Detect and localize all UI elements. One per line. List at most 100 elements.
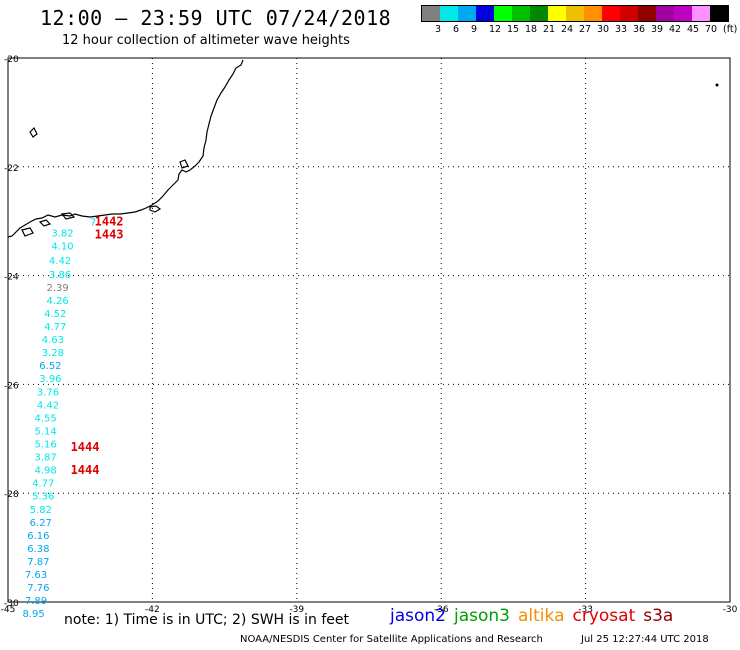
satellite-altika: altika xyxy=(518,606,565,626)
lat-tick-label: -22 xyxy=(4,164,19,174)
brazil-coastline xyxy=(7,59,244,238)
legend-swatch xyxy=(422,6,440,21)
legend-swatch xyxy=(530,6,548,21)
lat-tick-label: -24 xyxy=(4,273,19,283)
lon-tick-label: -45 xyxy=(1,605,16,615)
legend-label: 24 xyxy=(561,24,574,35)
coastline xyxy=(7,59,719,238)
time-label: 1442 xyxy=(95,215,124,229)
legend-label: 15 xyxy=(507,24,520,35)
legend-swatch xyxy=(548,6,566,21)
map-subtitle: 12 hour collection of altimeter wave hei… xyxy=(62,33,350,48)
swh-value: 4.26 xyxy=(47,296,69,307)
swh-value: 6.52 xyxy=(39,361,61,372)
satellite-s3a: s3a xyxy=(643,606,674,626)
swh-value: 7.76 xyxy=(27,583,49,594)
swh-value: 4.55 xyxy=(34,413,56,424)
axis-labels: -45 -42 -39 -36 -33 -30 -20 -22 -24 -26 -28 -30 xyxy=(1,55,738,615)
swh-values: 3.82 4.10 4.42 3.86 2.39 4.26 4.52 4.77 4.63 3.28… xyxy=(22,218,96,621)
swh-value: 4.52 xyxy=(44,309,66,320)
map-title: 12:00 – 23:59 UTC 07/24/2018 xyxy=(40,6,392,30)
satellite-legend: jason2 jason3 altika cryosat s3a xyxy=(390,606,681,626)
lat-tick-label: -28 xyxy=(4,490,19,500)
legend-label: 42 xyxy=(669,24,682,35)
lat-tick-label: -26 xyxy=(4,381,19,391)
legend-labels: 3 6 9 12 15 18 21 24 27 30 33 36 39 42 45 70 (ft) xyxy=(421,22,740,36)
generated-timestamp: Jul 25 12:27:44 UTC 2018 xyxy=(581,634,709,645)
swh-value: 3.86 xyxy=(49,270,71,281)
lon-tick-label: -42 xyxy=(145,605,160,615)
legend-swatch xyxy=(602,6,620,21)
satellite-jason2: jason2 xyxy=(390,606,446,626)
lon-tick-label: -33 xyxy=(578,605,593,615)
credit-text: NOAA/NESDIS Center for Satellite Applica… xyxy=(240,634,543,645)
legend-swatch xyxy=(440,6,458,21)
legend-label: 21 xyxy=(543,24,556,35)
swh-value: 3.28 xyxy=(42,348,64,359)
time-label: 1444 xyxy=(71,440,100,454)
swh-value: 2.39 xyxy=(47,283,69,294)
swh-value: 5.82 xyxy=(30,505,52,516)
legend-label: 27 xyxy=(579,24,592,35)
lon-tick-label: -39 xyxy=(289,605,304,615)
legend-swatch xyxy=(674,6,692,21)
satellite-cryosat: cryosat xyxy=(572,606,636,626)
swh-value: 4.77 xyxy=(32,479,54,490)
lon-tick-label: -36 xyxy=(434,605,449,615)
swh-value: 6.27 xyxy=(30,518,52,529)
swh-value: 3.96 xyxy=(39,374,61,385)
coast-islands xyxy=(21,126,189,237)
legend-swatch xyxy=(656,6,674,21)
legend-swatches xyxy=(421,5,729,22)
lat-tick-label: -30 xyxy=(4,599,19,609)
legend-swatch xyxy=(476,6,494,21)
satellite-jason3: jason3 xyxy=(454,606,510,626)
swh-value: 7.89 xyxy=(25,596,47,607)
legend-swatch xyxy=(494,6,512,21)
swh-value: 6.38 xyxy=(27,544,49,555)
lat-tick-label: -20 xyxy=(4,55,19,65)
legend-label: 3 xyxy=(435,24,442,35)
swh-value: 4.98 xyxy=(34,466,56,477)
swh-value: 7.87 xyxy=(27,557,49,568)
legend-label: 18 xyxy=(525,24,538,35)
legend-label: 39 xyxy=(651,24,664,35)
color-legend: 3 6 9 12 15 18 21 24 27 30 33 36 39 42 45 70 (ft) xyxy=(421,5,740,36)
legend-label: 36 xyxy=(633,24,646,35)
swh-value: 3.87 xyxy=(34,453,56,464)
legend-swatch xyxy=(638,6,656,21)
legend-label: 33 xyxy=(615,24,628,35)
legend-swatch xyxy=(620,6,638,21)
legend-label: 9 xyxy=(471,24,478,35)
swh-value: 4.63 xyxy=(42,335,64,346)
swh-value: 5.36 xyxy=(32,492,54,503)
swh-value: 4.77 xyxy=(44,322,66,333)
time-label: 1444 xyxy=(71,463,100,477)
legend-label: (ft) xyxy=(723,24,738,35)
legend-label: 70 xyxy=(705,24,718,35)
legend-swatch xyxy=(710,6,728,21)
legend-swatch xyxy=(692,6,710,21)
time-label: 1443 xyxy=(95,228,124,242)
legend-label: 6 xyxy=(453,24,460,35)
swh-value: 7.63 xyxy=(25,570,47,581)
legend-label: 45 xyxy=(687,24,700,35)
swh-value: 4.42 xyxy=(37,400,59,411)
map-grid xyxy=(8,58,730,602)
swh-value: 4.10 xyxy=(51,241,73,252)
lon-tick-label: -30 xyxy=(723,605,738,615)
legend-swatch xyxy=(458,6,476,21)
map-frame xyxy=(7,57,731,603)
swh-value: 3.76 xyxy=(37,387,59,398)
legend-swatch xyxy=(584,6,602,21)
swh-value: 7 xyxy=(90,218,96,229)
legend-swatch xyxy=(512,6,530,21)
legend-swatch xyxy=(566,6,584,21)
swh-value: 6.16 xyxy=(27,531,49,542)
swh-value: 4.42 xyxy=(49,256,71,267)
legend-label: 30 xyxy=(597,24,610,35)
legend-label: 12 xyxy=(489,24,502,35)
footer-note: note: 1) Time is in UTC; 2) SWH is in fe… xyxy=(64,612,350,628)
